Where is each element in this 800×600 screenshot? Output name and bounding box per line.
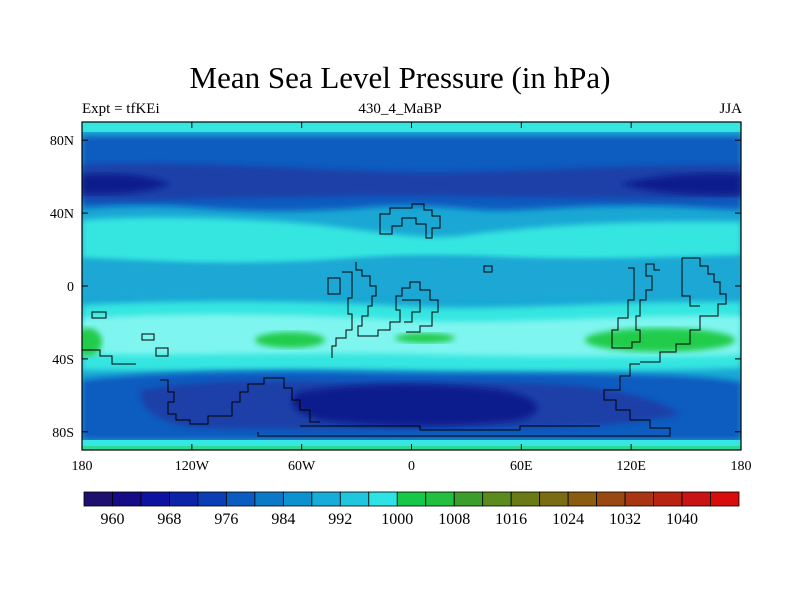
colorbar-box [339, 491, 370, 507]
tick-marks [81, 122, 742, 450]
latitude-labels: 80N 40N 0 40S 80S [50, 134, 74, 441]
coast-antarctica-ice [300, 425, 600, 431]
coast-small-island-2 [483, 265, 493, 273]
colorbar-box [83, 491, 113, 507]
coast-small-island-1 [327, 277, 341, 295]
colorbar-label: 960 [100, 511, 124, 528]
colorbar-label: 1008 [438, 511, 470, 528]
colorbar: 960 968 976 984 992 1000 1008 1016 1024 1032 1040 [83, 491, 740, 528]
lat-tick-label: 40S [52, 353, 74, 368]
field-equatorial-band [82, 257, 741, 299]
lon-tick-label: 180 [72, 459, 93, 474]
lon-tick-label: 60E [510, 459, 533, 474]
colorbar-box [282, 491, 313, 507]
colorbar-box [482, 491, 512, 507]
coast-pacific-island-3 [155, 347, 169, 357]
lon-tick-label: 120W [175, 459, 210, 474]
coast-south-pacific [82, 349, 136, 365]
lat-tick-label: 80S [52, 426, 74, 441]
colorbar-box [140, 491, 170, 507]
colorbar-label: 992 [328, 511, 352, 528]
field-north-low [82, 163, 741, 200]
colorbar-box [169, 491, 199, 507]
coast-australia [640, 257, 727, 363]
field-north-core-east [620, 173, 741, 196]
colorbar-box [311, 491, 341, 507]
field-north-subtropical-high [82, 217, 741, 266]
coast-pacific-island-2 [141, 333, 155, 341]
colorbar-label: 1032 [609, 511, 641, 528]
colorbar-box [710, 491, 740, 507]
colorbar-label: 984 [271, 511, 295, 528]
colorbar-box [254, 491, 284, 507]
colorbar-box [510, 491, 541, 507]
coast-antarctica-west [160, 377, 320, 425]
colorbar-label: 976 [214, 511, 238, 528]
season-label: JJA [719, 101, 742, 117]
colorbar-box [624, 491, 654, 507]
coast-antarctica [257, 363, 671, 437]
longitude-labels: 180 120W 60W 0 60E 120E 180 [72, 459, 752, 474]
map-frame: 180 120W 60W 0 60E 120E 180 80N 40N 0 40S 80S [50, 121, 752, 474]
colorbar-label: 1024 [552, 511, 584, 528]
coast-europe [379, 203, 441, 239]
coast-asia-east [611, 263, 660, 349]
field-high-atlantic [255, 332, 325, 348]
colorbar-box [368, 491, 398, 507]
colorbar-box [539, 491, 569, 507]
chart-title: Mean Sea Level Pressure (in hPa) [189, 60, 611, 95]
colorbar-box [112, 491, 142, 507]
colorbar-label: 1040 [666, 511, 698, 528]
lat-tick-label: 0 [67, 280, 74, 295]
colorbar-box [681, 491, 711, 507]
colorbar-label: 968 [157, 511, 181, 528]
field-antarctic-core [291, 384, 538, 426]
colorbar-box [197, 491, 227, 507]
lat-tick-label: 80N [50, 134, 74, 149]
experiment-label: Expt = tfKEi [82, 101, 160, 117]
lon-tick-label: 60W [288, 459, 316, 474]
field-north-core-west [82, 174, 170, 195]
colorbar-box [453, 491, 484, 507]
coast-south-america [331, 271, 353, 358]
colorbar-boxes [83, 491, 740, 507]
lat-tick-label: 40N [50, 207, 74, 222]
lon-tick-label: 0 [408, 459, 415, 474]
field-high-west-edge [82, 328, 102, 356]
colorbar-box [653, 491, 683, 507]
coast-australia-north [681, 258, 700, 307]
colorbar-box [567, 491, 598, 507]
coast-pacific-island [91, 311, 107, 319]
coast-africa [355, 262, 439, 337]
dataset-label: 430_4_MaBP [358, 101, 442, 117]
coast-africa-inland [402, 299, 421, 323]
colorbar-label: 1016 [495, 511, 527, 528]
colorbar-label: 1000 [381, 511, 413, 528]
colorbar-box [596, 491, 626, 507]
field-high-indian [585, 328, 735, 352]
lon-tick-label: 120E [616, 459, 646, 474]
field-high-africa [395, 333, 455, 343]
colorbar-box [425, 491, 455, 507]
colorbar-labels: 960 968 976 984 992 1000 1008 1016 1024 1032 1040 [100, 511, 698, 528]
coastlines [82, 203, 727, 437]
colorbar-box [396, 491, 427, 507]
colorbar-box [225, 491, 256, 507]
lon-tick-label: 180 [731, 459, 752, 474]
